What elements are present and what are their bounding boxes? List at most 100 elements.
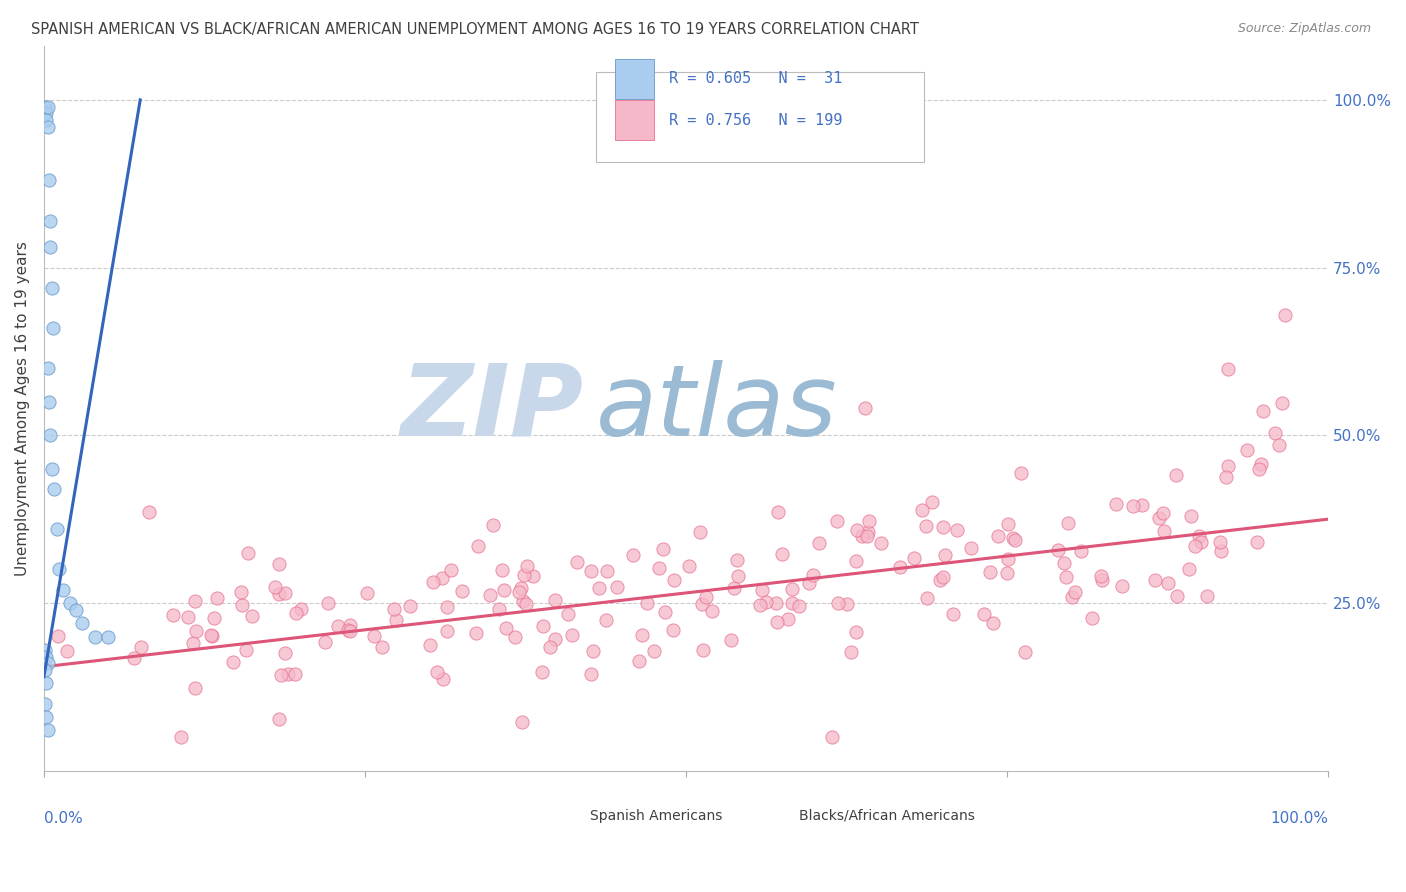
Point <box>934 548 956 562</box>
Point <box>465 625 488 640</box>
Point <box>184 594 207 608</box>
Point <box>35 649 58 664</box>
Point <box>44 482 66 496</box>
Point <box>1197 589 1219 603</box>
Point <box>229 585 252 599</box>
Point <box>35 710 58 724</box>
Point <box>467 539 489 553</box>
Point <box>1184 539 1206 553</box>
Point <box>530 665 553 679</box>
Point <box>1250 458 1272 472</box>
Point <box>754 594 776 608</box>
Point <box>382 602 405 616</box>
Point <box>1057 516 1080 531</box>
Point <box>565 555 588 569</box>
Point <box>1090 568 1112 582</box>
Point <box>1122 499 1144 513</box>
Point <box>748 598 770 612</box>
Point <box>41 281 63 295</box>
Point <box>1191 534 1213 549</box>
Text: Spanish Americans: Spanish Americans <box>589 809 723 822</box>
Point <box>846 523 869 537</box>
Point <box>751 582 773 597</box>
Point <box>845 554 868 568</box>
Point <box>235 643 257 657</box>
FancyBboxPatch shape <box>596 71 924 162</box>
Point <box>932 570 955 584</box>
Point <box>821 730 844 744</box>
Text: R = 0.605   N =  31: R = 0.605 N = 31 <box>669 71 842 87</box>
Point <box>596 564 619 578</box>
Point <box>37 120 59 134</box>
Point <box>1211 544 1233 558</box>
Point <box>37 657 59 671</box>
Point <box>654 606 676 620</box>
Point <box>973 607 995 622</box>
Point <box>942 607 965 621</box>
Point <box>200 628 222 642</box>
Point <box>903 551 925 566</box>
Point <box>494 582 516 597</box>
Point <box>34 697 56 711</box>
Point <box>662 623 685 637</box>
Point <box>648 561 671 575</box>
Point <box>983 615 1005 630</box>
Point <box>440 563 463 577</box>
Point <box>1236 442 1258 457</box>
Point <box>430 571 453 585</box>
Point <box>692 642 714 657</box>
Point <box>1070 544 1092 558</box>
Point <box>766 615 789 630</box>
Point <box>695 590 717 604</box>
Point <box>770 547 793 561</box>
Point <box>516 559 538 574</box>
Point <box>932 519 955 533</box>
Point <box>269 557 291 571</box>
Point <box>38 173 60 187</box>
Point <box>856 524 879 539</box>
Point <box>827 596 849 610</box>
Point <box>1208 535 1230 549</box>
Point <box>495 621 517 635</box>
FancyBboxPatch shape <box>761 801 789 829</box>
Point <box>274 586 297 600</box>
Point <box>129 640 152 655</box>
Point <box>39 428 62 442</box>
Point <box>124 650 146 665</box>
Point <box>643 644 665 658</box>
Point <box>426 665 449 680</box>
Point <box>921 494 943 508</box>
Point <box>34 643 56 657</box>
Point <box>690 598 713 612</box>
Point <box>337 624 360 638</box>
Point <box>1054 569 1077 583</box>
Point <box>277 667 299 681</box>
Point <box>290 602 312 616</box>
Point <box>720 632 742 647</box>
Point <box>544 592 567 607</box>
Point <box>482 517 505 532</box>
Point <box>768 505 790 519</box>
Text: 100.0%: 100.0% <box>1270 811 1329 826</box>
Point <box>48 562 70 576</box>
Point <box>1064 585 1087 599</box>
Point <box>264 580 287 594</box>
Point <box>662 573 685 587</box>
Point <box>72 616 94 631</box>
Point <box>595 613 617 627</box>
Point <box>183 636 205 650</box>
Point <box>827 514 849 528</box>
Point <box>1091 574 1114 588</box>
Point <box>37 723 59 738</box>
Point <box>176 610 198 624</box>
Point <box>1271 395 1294 409</box>
Point <box>1251 403 1274 417</box>
Point <box>512 593 534 607</box>
Point <box>723 581 745 595</box>
Point <box>979 565 1001 579</box>
Point <box>339 618 361 632</box>
Point <box>1274 308 1296 322</box>
Point <box>1156 575 1178 590</box>
Point <box>636 596 658 610</box>
Point <box>97 630 120 644</box>
